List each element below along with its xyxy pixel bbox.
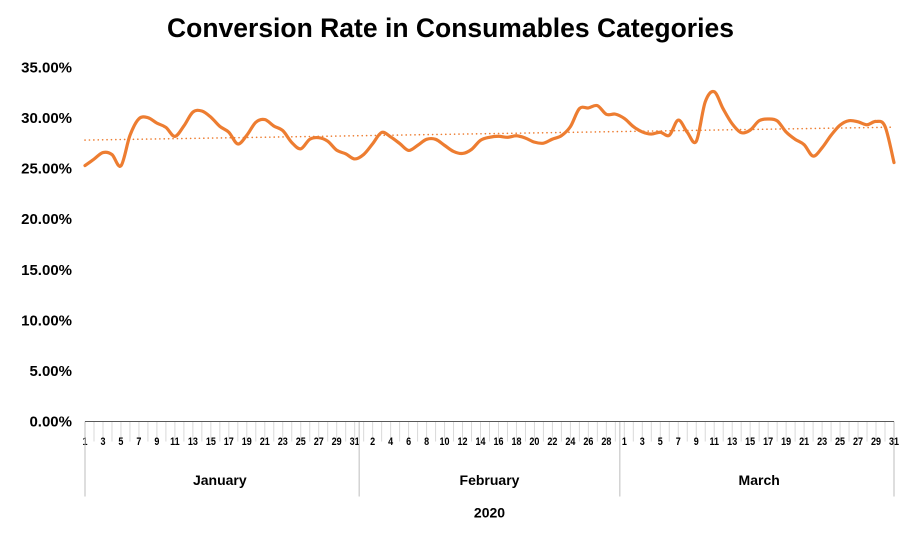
svg-text:14: 14 — [475, 436, 485, 448]
svg-text:16: 16 — [493, 436, 503, 448]
svg-text:13: 13 — [727, 436, 737, 448]
svg-text:18: 18 — [511, 436, 521, 448]
svg-text:31: 31 — [350, 436, 360, 448]
svg-text:17: 17 — [224, 436, 234, 448]
svg-text:35.00%: 35.00% — [21, 60, 72, 77]
svg-text:25: 25 — [835, 436, 845, 448]
svg-text:4: 4 — [388, 436, 393, 448]
svg-text:27: 27 — [853, 436, 863, 448]
svg-text:19: 19 — [781, 436, 791, 448]
svg-text:11: 11 — [170, 436, 180, 448]
svg-text:0.00%: 0.00% — [29, 414, 72, 431]
svg-text:15: 15 — [206, 436, 216, 448]
svg-text:February: February — [460, 472, 520, 488]
svg-text:29: 29 — [871, 436, 881, 448]
svg-text:5: 5 — [658, 436, 663, 448]
svg-text:5.00%: 5.00% — [29, 363, 72, 380]
svg-text:20.00%: 20.00% — [21, 211, 72, 228]
svg-text:12: 12 — [458, 436, 468, 448]
svg-text:25.00%: 25.00% — [21, 161, 72, 178]
svg-text:21: 21 — [260, 436, 270, 448]
svg-text:24: 24 — [565, 436, 575, 448]
svg-text:20: 20 — [529, 436, 539, 448]
svg-text:March: March — [739, 472, 780, 488]
svg-text:13: 13 — [188, 436, 198, 448]
svg-text:29: 29 — [332, 436, 342, 448]
svg-text:9: 9 — [694, 436, 699, 448]
svg-text:25: 25 — [296, 436, 306, 448]
svg-text:7: 7 — [676, 436, 681, 448]
svg-text:30.00%: 30.00% — [21, 110, 72, 127]
svg-text:19: 19 — [242, 436, 252, 448]
svg-text:January: January — [193, 472, 247, 488]
svg-text:7: 7 — [136, 436, 141, 448]
svg-text:27: 27 — [314, 436, 324, 448]
svg-text:15.00%: 15.00% — [21, 262, 72, 279]
svg-text:28: 28 — [601, 436, 611, 448]
svg-text:10.00%: 10.00% — [21, 312, 72, 329]
svg-text:9: 9 — [154, 436, 159, 448]
svg-text:2: 2 — [370, 436, 375, 448]
svg-text:26: 26 — [583, 436, 593, 448]
svg-text:3: 3 — [640, 436, 645, 448]
svg-text:6: 6 — [406, 436, 411, 448]
svg-text:10: 10 — [440, 436, 450, 448]
svg-text:15: 15 — [745, 436, 755, 448]
svg-text:3: 3 — [100, 436, 105, 448]
svg-text:22: 22 — [547, 436, 557, 448]
svg-text:8: 8 — [424, 436, 429, 448]
svg-text:21: 21 — [799, 436, 809, 448]
svg-text:2020: 2020 — [474, 505, 505, 521]
svg-text:5: 5 — [118, 436, 123, 448]
svg-text:23: 23 — [278, 436, 288, 448]
svg-text:17: 17 — [763, 436, 773, 448]
svg-text:23: 23 — [817, 436, 827, 448]
svg-text:11: 11 — [709, 436, 719, 448]
svg-text:1: 1 — [622, 436, 627, 448]
